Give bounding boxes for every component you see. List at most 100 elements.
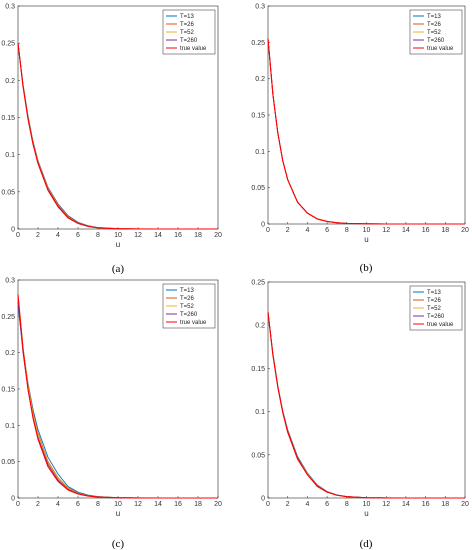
y-tick-label: 0.15 bbox=[1, 387, 15, 394]
y-tick-label: 0.3 bbox=[255, 4, 265, 11]
legend-label: T=26 bbox=[180, 22, 195, 28]
x-tick-label: 18 bbox=[441, 501, 449, 508]
panel-caption: (c) bbox=[112, 538, 125, 550]
x-tick-label: 4 bbox=[56, 501, 60, 508]
x-tick-label: 0 bbox=[266, 227, 270, 234]
y-tick-label: 0.1 bbox=[5, 423, 15, 430]
legend-label: true value bbox=[180, 46, 207, 52]
y-tick-label: 0.3 bbox=[5, 4, 15, 11]
x-tick-label: 4 bbox=[305, 501, 309, 508]
x-tick-label: 10 bbox=[363, 501, 371, 508]
y-tick-label: 0.05 bbox=[1, 189, 15, 196]
legend-label: T=52 bbox=[427, 30, 442, 36]
x-tick-label: 8 bbox=[96, 501, 100, 508]
x-tick-label: 20 bbox=[214, 501, 222, 508]
y-tick-label: 0.25 bbox=[251, 40, 265, 47]
y-tick-label: 0.15 bbox=[1, 115, 15, 122]
x-axis-label: u bbox=[364, 509, 368, 518]
x-tick-label: 0 bbox=[16, 501, 20, 508]
x-tick-label: 2 bbox=[36, 232, 40, 239]
x-tick-label: 18 bbox=[194, 501, 202, 508]
legend-label: T=260 bbox=[180, 312, 198, 318]
y-tick-label: 0.05 bbox=[1, 459, 15, 466]
x-tick-label: 14 bbox=[154, 501, 162, 508]
series-line-true-value bbox=[17, 294, 218, 499]
legend: T=13 T=26 T=52 T=260 true value bbox=[409, 9, 463, 55]
x-tick-label: 6 bbox=[76, 232, 80, 239]
x-tick-label: 16 bbox=[174, 501, 182, 508]
legend: T=13 T=26 T=52 T=260 true value bbox=[409, 285, 463, 331]
x-tick-label: 20 bbox=[461, 227, 469, 234]
x-tick-label: 20 bbox=[214, 232, 222, 239]
legend-label: T=52 bbox=[180, 30, 195, 36]
legend: T=13 T=26 T=52 T=260 true value bbox=[162, 283, 216, 329]
x-axis-label: u bbox=[364, 235, 368, 244]
chart-panel-3: 0 2 4 6 8 10 12 14 16 18 20 0 0.05 0.1 0.15 0.2 0.25 0.3 u… bbox=[1, 278, 222, 550]
y-tick-label: 0.2 bbox=[5, 350, 15, 357]
legend-label: T=13 bbox=[180, 14, 195, 20]
y-tick-label: 0.3 bbox=[5, 278, 15, 285]
x-tick-label: 12 bbox=[134, 501, 142, 508]
y-tick-label: 0 bbox=[11, 227, 15, 234]
panel-caption: (d) bbox=[360, 538, 373, 550]
x-tick-label: 6 bbox=[325, 501, 329, 508]
x-tick-label: 6 bbox=[325, 227, 329, 234]
x-tick-label: 12 bbox=[134, 232, 142, 239]
x-tick-label: 6 bbox=[76, 501, 80, 508]
y-tick-label: 0.15 bbox=[251, 366, 265, 373]
x-tick-label: 2 bbox=[286, 501, 290, 508]
legend-label: T=260 bbox=[427, 314, 445, 320]
x-axis-label: u bbox=[116, 509, 120, 518]
x-tick-label: 12 bbox=[382, 227, 390, 234]
x-tick-label: 0 bbox=[16, 232, 20, 239]
y-tick-label: 0 bbox=[261, 222, 265, 229]
y-tick-label: 0.1 bbox=[255, 149, 265, 156]
legend-label: T=26 bbox=[427, 298, 442, 304]
legend-label: T=26 bbox=[427, 22, 442, 28]
x-tick-label: 8 bbox=[96, 232, 100, 239]
x-tick-label: 2 bbox=[286, 227, 290, 234]
y-tick-label: 0.1 bbox=[255, 409, 265, 416]
x-axis-label: u bbox=[116, 240, 120, 249]
chart-panel-2: 0 2 4 6 8 10 12 14 16 18 20 0 0.05 0.1 0.15 0.2 0.25 0.3 u… bbox=[251, 4, 469, 275]
legend-label: T=13 bbox=[427, 290, 442, 296]
legend: T=13 T=26 T=52 T=260 true value bbox=[162, 9, 216, 55]
series-line-true-value bbox=[267, 38, 465, 225]
x-tick-label: 16 bbox=[422, 227, 430, 234]
y-tick-label: 0.1 bbox=[5, 152, 15, 159]
legend-label: T=13 bbox=[427, 14, 442, 20]
panel-caption: (a) bbox=[112, 263, 125, 275]
panel-caption: (b) bbox=[360, 262, 373, 274]
x-tick-label: 2 bbox=[36, 501, 40, 508]
x-tick-label: 14 bbox=[154, 232, 162, 239]
y-tick-label: 0 bbox=[261, 496, 265, 503]
x-tick-label: 8 bbox=[345, 227, 349, 234]
x-tick-label: 8 bbox=[345, 501, 349, 508]
series-line-true-value bbox=[17, 43, 218, 230]
legend-label: T=52 bbox=[427, 306, 442, 312]
legend-label: T=52 bbox=[180, 304, 195, 310]
x-tick-label: 20 bbox=[461, 501, 469, 508]
x-tick-label: 4 bbox=[305, 227, 309, 234]
series-line-true-value bbox=[267, 312, 465, 499]
legend-box bbox=[162, 9, 216, 55]
x-tick-label: 4 bbox=[56, 232, 60, 239]
chart-panel-1: 0 2 4 6 8 10 12 14 16 18 20 0 0.05 0.1 0.15 0.2 0.25 0.3 u… bbox=[1, 4, 222, 276]
y-tick-label: 0.2 bbox=[255, 76, 265, 83]
y-tick-label: 0 bbox=[11, 496, 15, 503]
x-tick-label: 10 bbox=[363, 227, 371, 234]
legend-label: T=13 bbox=[180, 288, 195, 294]
chart-panel-4: 0 2 4 6 8 10 12 14 16 18 20 0 0.05 0.1 0.15 0.2 0.25 u T=1… bbox=[251, 280, 469, 550]
x-tick-label: 10 bbox=[114, 501, 122, 508]
x-tick-label: 14 bbox=[402, 227, 410, 234]
y-tick-label: 0.25 bbox=[251, 280, 265, 287]
x-tick-label: 16 bbox=[422, 501, 430, 508]
x-tick-label: 18 bbox=[441, 227, 449, 234]
legend-label: true value bbox=[180, 320, 207, 326]
y-tick-label: 0.05 bbox=[251, 185, 265, 192]
legend-label: true value bbox=[427, 322, 454, 328]
y-tick-label: 0.2 bbox=[5, 78, 15, 85]
y-tick-label: 0.25 bbox=[1, 41, 15, 48]
legend-label: T=260 bbox=[180, 38, 198, 44]
